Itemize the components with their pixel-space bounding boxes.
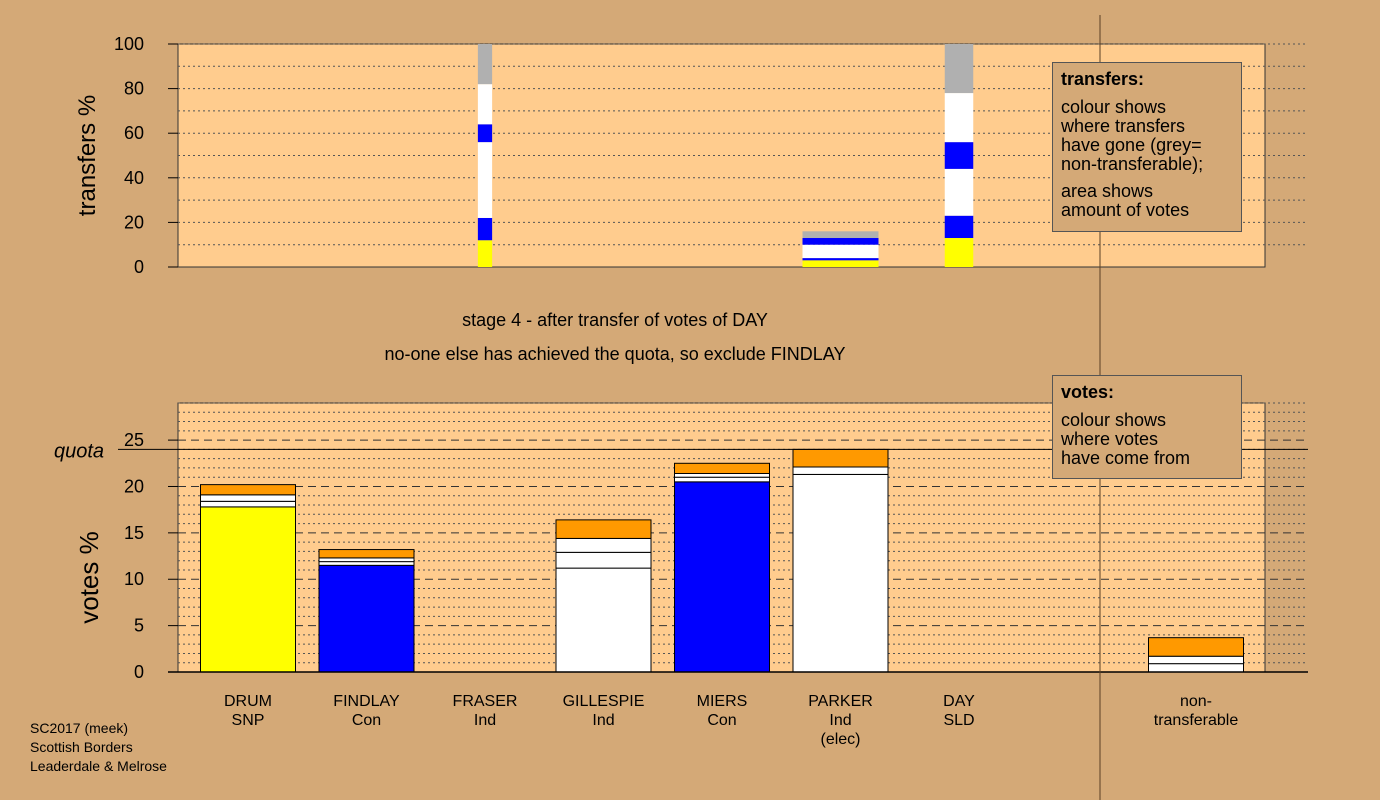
transfers-y-tick-label: 20	[124, 212, 144, 232]
transfers-y-tick-label: 60	[124, 123, 144, 143]
candidate-label: GILLESPIE	[563, 693, 645, 710]
votes-bar-segment	[674, 476, 770, 483]
exclusion-message: no-one else has achieved the quota, so e…	[384, 344, 846, 364]
transfers-bar-segment	[802, 238, 879, 245]
votes-bar-segment	[674, 481, 770, 673]
votes-bar-segment	[318, 561, 415, 566]
credits-line-election: SC2017 (meek)	[30, 720, 129, 736]
votes-bar-segment	[200, 500, 296, 508]
candidate-label: DRUM	[224, 693, 272, 710]
votes-bar-segment	[792, 466, 889, 475]
candidate-label: SNP	[232, 712, 265, 729]
transfers-bar-segment	[477, 84, 493, 125]
votes-bar-segment	[674, 462, 770, 474]
transfers-bar-segment	[477, 240, 493, 267]
transfers-legend-colour-text: colour shows where transfers have gone (…	[1061, 97, 1204, 174]
votes-bar-segment	[555, 519, 652, 539]
transfers-bar-segment	[477, 142, 493, 218]
votes-legend-colour-text: colour shows where votes have come from	[1061, 410, 1191, 468]
votes-y-tick-label: 25	[124, 430, 144, 450]
votes-y-tick-label: 15	[124, 523, 144, 543]
transfers-y-tick-label: 0	[134, 257, 144, 277]
candidate-label: Con	[707, 712, 736, 729]
votes-bar-segment	[792, 473, 889, 673]
votes-bar-segment	[1148, 655, 1244, 665]
transfers-bar-segment	[944, 44, 974, 94]
transfers-bar-segment	[802, 231, 879, 239]
transfers-y-tick-label: 80	[124, 79, 144, 99]
votes-bar-segment	[792, 448, 889, 468]
transfers-y-axis-label: transfers %	[74, 95, 101, 216]
stage-description: stage 4 - after transfer of votes of DAY	[462, 310, 768, 330]
candidate-label: DAY	[943, 693, 975, 710]
votes-bar-segment	[555, 567, 652, 673]
transfers-legend: transfers: colour shows where transfers …	[1052, 62, 1242, 232]
votes-legend: votes: colour shows where votes have com…	[1052, 375, 1242, 479]
transfers-y-tick-label: 40	[124, 168, 144, 188]
candidate-label: PARKER	[808, 693, 873, 710]
votes-bar-segment	[555, 551, 652, 569]
votes-bar-segment	[1148, 637, 1244, 657]
transfers-bar-segment	[944, 142, 974, 169]
transfers-legend-heading: transfers:	[1061, 69, 1145, 89]
candidate-label: Ind	[592, 712, 614, 729]
votes-y-tick-label: 20	[124, 476, 144, 496]
quota-label: quota	[54, 440, 104, 462]
transfers-bar-segment	[944, 168, 974, 216]
transfers-bar-segment	[477, 44, 493, 85]
transfers-bar-segment	[477, 217, 493, 241]
transfers-legend-area-text: area shows amount of votes	[1061, 181, 1190, 220]
transfers-bar-segment	[477, 124, 493, 143]
candidate-label: Ind	[829, 712, 851, 729]
votes-bar-segment	[674, 472, 770, 478]
transfers-bar-segment	[944, 93, 974, 143]
candidate-label: non-	[1180, 693, 1212, 710]
votes-bar-segment	[318, 549, 415, 559]
transfers-y-tick-label: 100	[114, 34, 144, 54]
votes-y-tick-label: 0	[134, 662, 144, 682]
transfers-bar-segment	[802, 258, 879, 261]
credits-line-council: Scottish Borders	[30, 739, 133, 755]
candidate-label: FRASER	[453, 693, 518, 710]
candidate-label: (elec)	[820, 731, 860, 748]
candidate-label: Con	[352, 712, 381, 729]
candidate-label: MIERS	[697, 693, 748, 710]
votes-legend-heading: votes:	[1061, 382, 1115, 402]
candidate-label: SLD	[943, 712, 974, 729]
candidate-label: Ind	[474, 712, 496, 729]
votes-bar-segment	[318, 557, 415, 563]
votes-y-tick-label: 5	[134, 616, 144, 636]
votes-bar-segment	[200, 484, 296, 496]
credits-line-ward: Leaderdale & Melrose	[30, 758, 167, 774]
votes-bar-segment	[200, 494, 296, 502]
transfers-bar-segment	[802, 260, 879, 267]
votes-bar-segment	[200, 506, 296, 673]
votes-y-axis-label: votes %	[74, 531, 104, 624]
election-credits: SC2017 (meek) Scottish Borders Leaderdal…	[30, 719, 167, 776]
transfers-bar-segment	[944, 238, 974, 267]
votes-bar-segment	[555, 537, 652, 553]
votes-bar-segment	[318, 564, 415, 673]
candidate-label: transferable	[1154, 712, 1239, 729]
candidate-label: FINDLAY	[333, 693, 400, 710]
votes-y-tick-label: 10	[124, 569, 144, 589]
votes-bar-segment	[1148, 663, 1244, 673]
transfers-bar-segment	[944, 215, 974, 239]
transfers-bar-segment	[802, 244, 879, 259]
